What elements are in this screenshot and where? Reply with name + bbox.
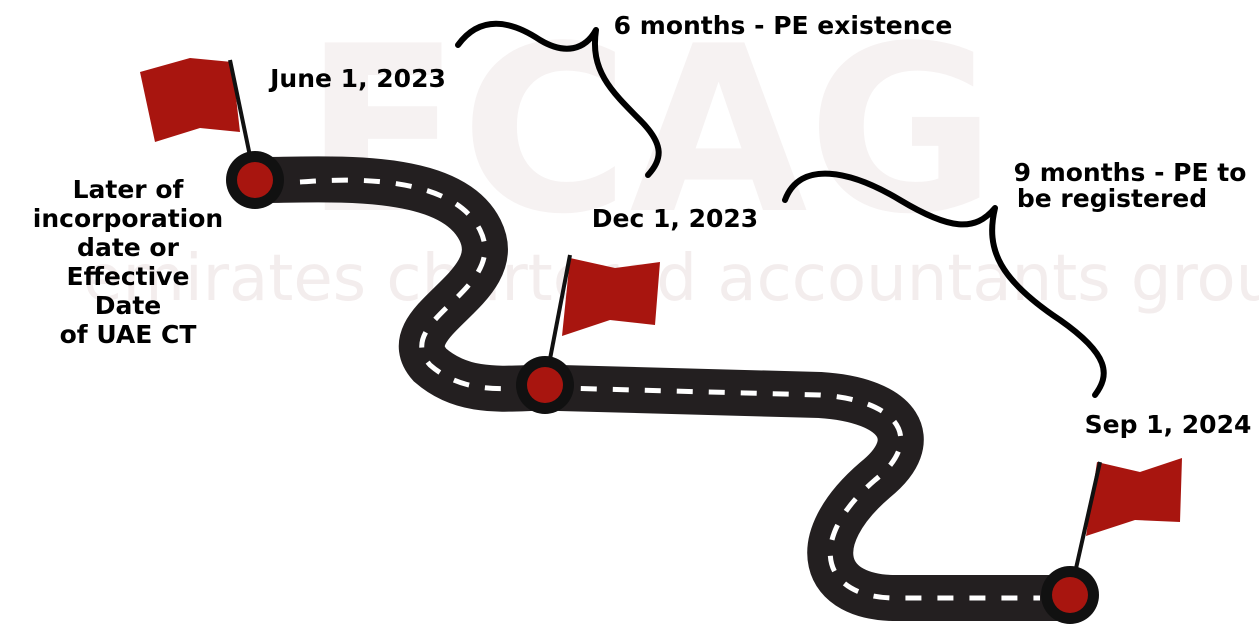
start-label-line: Date (95, 291, 162, 320)
watermark-tagline: emirates chartered accountants group (83, 242, 1259, 316)
roadmap: ECAG emirates chartered accountants grou… (0, 0, 1259, 626)
start-label-line: Effective (67, 262, 190, 291)
start-label-line: of UAE CT (60, 320, 197, 349)
milestone-date: Sep 1, 2024 (1085, 410, 1252, 439)
start-label-line: date or (77, 233, 180, 262)
milestone-date: June 1, 2023 (268, 64, 446, 93)
period-label: 9 months - PE to (1014, 158, 1247, 187)
start-label-line: incorporation (33, 204, 223, 233)
period-label: 6 months - PE existence (614, 11, 953, 40)
flag (1041, 458, 1182, 624)
milestone-date: Dec 1, 2023 (592, 204, 758, 233)
start-label-line: Later of (73, 175, 185, 204)
period-label: be registered (1017, 184, 1207, 213)
